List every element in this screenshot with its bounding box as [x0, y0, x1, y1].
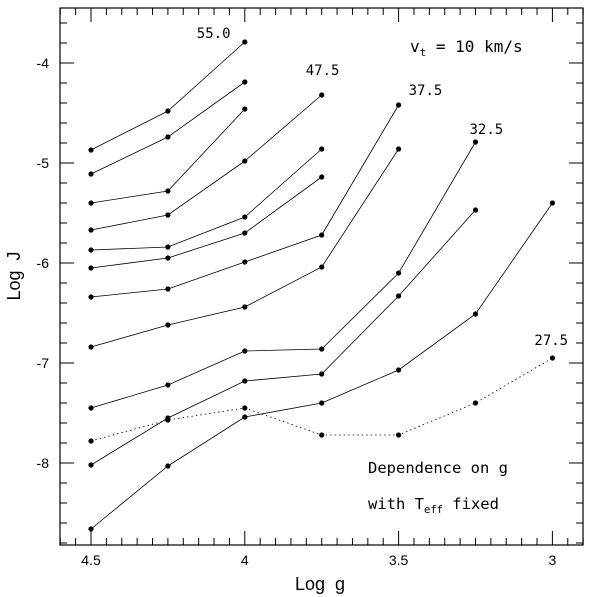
- curve-label-27.5: 27.5: [534, 333, 568, 349]
- series-line-27.5: [90, 357, 553, 442]
- data-point: [319, 264, 325, 270]
- data-point: [165, 255, 171, 261]
- x-tick-label: 4: [241, 552, 249, 568]
- data-point: [549, 355, 556, 361]
- dep-suffix: fixed: [443, 495, 499, 513]
- series-line-s2: [90, 81, 246, 175]
- data-point: [242, 259, 248, 265]
- curve-label-32.5: 32.5: [470, 122, 504, 138]
- dep-prefix: with T: [368, 495, 424, 513]
- data-point: [165, 322, 171, 328]
- data-series: [88, 39, 556, 532]
- x-tick-label: 3: [549, 552, 557, 568]
- data-point: [319, 400, 325, 406]
- tick-marks: [59, 8, 584, 545]
- data-point: [242, 106, 248, 112]
- curve-labels: 55.0 47.5 37.5 32.5 27.5: [197, 26, 568, 349]
- data-point: [165, 108, 171, 114]
- data-point: [242, 405, 248, 411]
- data-point: [88, 247, 94, 253]
- data-point: [165, 134, 171, 140]
- tick-labels: 4.5 4 3.5 3 -4 -5 -6 -7 -8: [37, 55, 557, 568]
- data-point: [88, 200, 94, 206]
- dependence-annotation-line2: with Teff fixed: [368, 495, 499, 516]
- dep-subscript: eff: [424, 504, 443, 516]
- x-tick-label: 3.5: [389, 552, 409, 568]
- data-point: [319, 232, 325, 238]
- data-point: [88, 438, 94, 444]
- series-line-s11: [90, 202, 553, 530]
- data-point: [242, 214, 248, 220]
- y-tick-label: -4: [37, 55, 50, 71]
- data-point: [396, 367, 402, 373]
- data-point: [88, 344, 94, 350]
- data-point: [472, 207, 479, 213]
- data-point: [242, 79, 248, 85]
- x-axis-label: Log g: [295, 574, 345, 594]
- data-point: [242, 158, 248, 164]
- data-point: [165, 188, 171, 194]
- data-point: [549, 200, 556, 206]
- data-point: [396, 432, 402, 438]
- y-tick-label: -6: [37, 255, 50, 271]
- curve-label-55.0: 55.0: [197, 26, 231, 42]
- data-point: [88, 526, 94, 532]
- data-point: [396, 102, 402, 108]
- data-point: [88, 405, 94, 411]
- data-point: [319, 432, 325, 438]
- y-tick-label: -7: [37, 355, 50, 371]
- data-point: [165, 212, 171, 218]
- data-point: [165, 244, 171, 250]
- y-tick-label: -5: [37, 155, 50, 171]
- data-point: [88, 294, 94, 300]
- data-point: [396, 146, 402, 152]
- data-point: [472, 400, 479, 406]
- data-point: [165, 463, 171, 469]
- data-point: [88, 462, 94, 468]
- dependence-annotation-line1: Dependence on g: [368, 459, 508, 477]
- data-point: [472, 311, 479, 317]
- series-line-47.5: [90, 94, 322, 231]
- data-point: [319, 371, 325, 377]
- data-point: [242, 304, 248, 310]
- curve-label-37.5: 37.5: [409, 83, 443, 99]
- data-point: [88, 147, 94, 153]
- data-point: [242, 348, 248, 354]
- data-point: [165, 286, 171, 292]
- data-point: [165, 417, 171, 423]
- vt-symbol: v: [410, 37, 420, 56]
- y-tick-label: -8: [37, 455, 50, 471]
- data-point: [396, 293, 402, 299]
- data-point: [88, 227, 94, 233]
- vt-annotation: vt = 10 km/s: [410, 37, 523, 59]
- data-point: [88, 265, 94, 271]
- vt-value: = 10 km/s: [426, 37, 522, 56]
- data-point: [88, 171, 94, 177]
- y-axis-label: Log J: [4, 251, 24, 300]
- x-tick-label: 4.5: [81, 552, 101, 568]
- data-point: [319, 146, 325, 152]
- data-point: [242, 39, 248, 45]
- series-line-32.5: [90, 141, 476, 409]
- vt-subscript: t: [420, 46, 427, 59]
- data-point: [242, 378, 248, 384]
- series-line-37.5: [90, 104, 399, 298]
- series-line-s5: [90, 148, 322, 251]
- data-point: [242, 414, 248, 420]
- curve-label-47.5: 47.5: [306, 63, 340, 79]
- data-point: [396, 270, 402, 276]
- data-point: [165, 382, 171, 388]
- series-line-s10: [90, 209, 476, 466]
- data-point: [472, 139, 479, 145]
- data-point: [319, 346, 325, 352]
- series-line-s6: [90, 176, 322, 269]
- data-point: [319, 174, 325, 180]
- data-point: [319, 92, 325, 98]
- data-point: [242, 230, 248, 236]
